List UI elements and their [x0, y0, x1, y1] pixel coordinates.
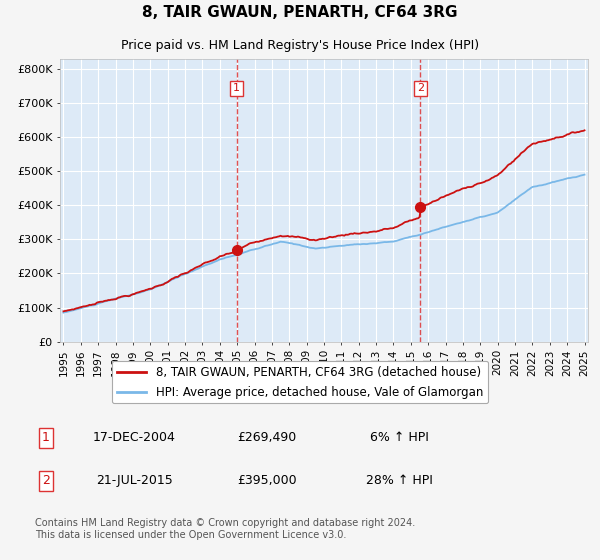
- Text: 6% ↑ HPI: 6% ↑ HPI: [370, 431, 429, 445]
- Text: 8, TAIR GWAUN, PENARTH, CF64 3RG: 8, TAIR GWAUN, PENARTH, CF64 3RG: [142, 6, 458, 20]
- Text: 2: 2: [417, 83, 424, 94]
- Text: 21-JUL-2015: 21-JUL-2015: [96, 474, 173, 487]
- Text: 17-DEC-2004: 17-DEC-2004: [93, 431, 176, 445]
- Text: 1: 1: [233, 83, 240, 94]
- Text: 28% ↑ HPI: 28% ↑ HPI: [366, 474, 433, 487]
- Text: £395,000: £395,000: [237, 474, 296, 487]
- Legend: 8, TAIR GWAUN, PENARTH, CF64 3RG (detached house), HPI: Average price, detached : 8, TAIR GWAUN, PENARTH, CF64 3RG (detach…: [112, 361, 488, 403]
- Text: Contains HM Land Registry data © Crown copyright and database right 2024.
This d: Contains HM Land Registry data © Crown c…: [35, 518, 415, 540]
- Text: 2: 2: [42, 474, 50, 487]
- Text: £269,490: £269,490: [237, 431, 296, 445]
- Text: 1: 1: [42, 431, 50, 445]
- Text: Price paid vs. HM Land Registry's House Price Index (HPI): Price paid vs. HM Land Registry's House …: [121, 39, 479, 53]
